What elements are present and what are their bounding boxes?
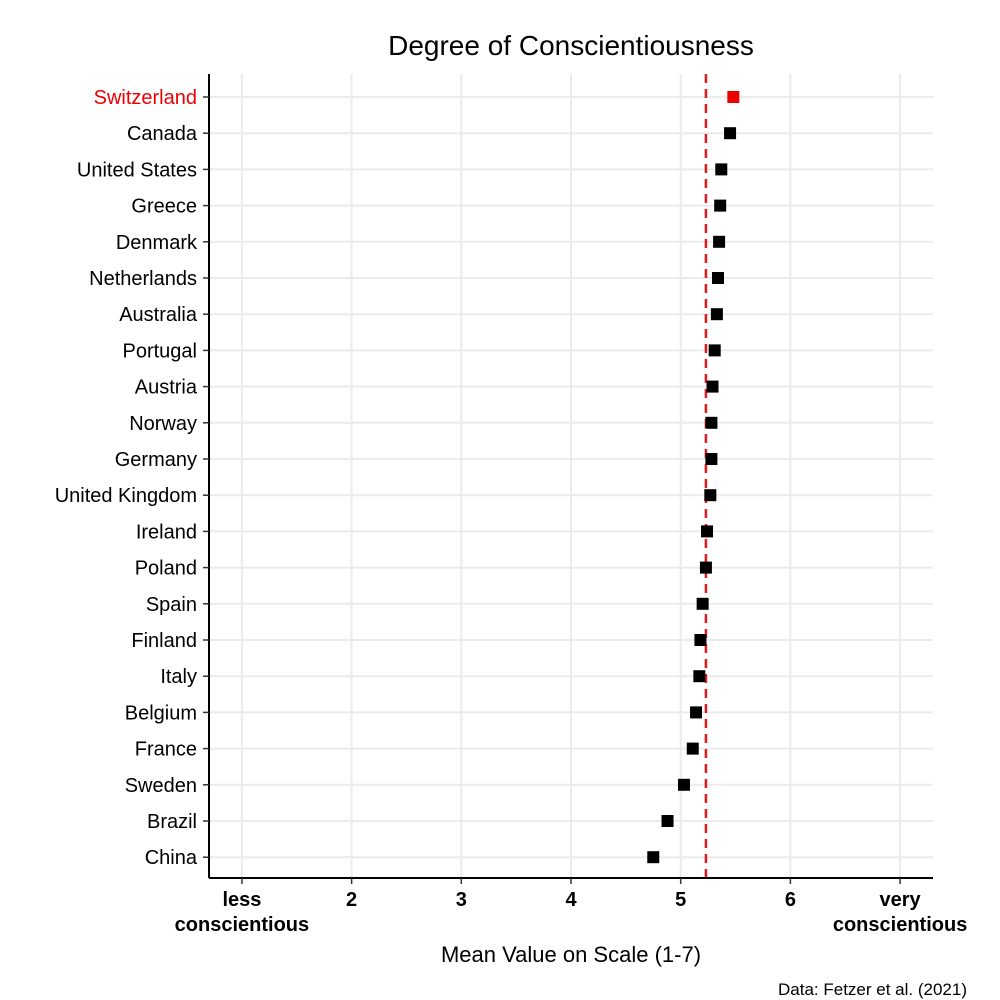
points-layer: [647, 91, 740, 864]
country-label: Italy: [160, 666, 197, 688]
data-point: [706, 380, 719, 393]
country-label: Austria: [135, 377, 198, 399]
country-label: China: [145, 847, 198, 869]
country-label: France: [135, 739, 197, 761]
data-source-caption: Data: Fetzer et al. (2021): [778, 980, 967, 999]
data-point: [686, 742, 699, 755]
y-gridlines: [209, 96, 933, 859]
data-point: [699, 561, 712, 574]
x-tick-label-line: 6: [785, 889, 796, 911]
country-label: Finland: [131, 630, 197, 652]
country-label: Ireland: [136, 521, 197, 543]
country-label: Portugal: [123, 340, 198, 362]
x-tick-label-line: conscientious: [175, 914, 309, 936]
country-label: United Kingdom: [55, 485, 197, 507]
data-point: [705, 416, 718, 429]
data-point: [693, 670, 706, 683]
country-label: United States: [77, 159, 197, 181]
data-point: [711, 272, 724, 284]
x-axis-ticks: less conscientious 2 3 4 5 6 very conscientious: [175, 878, 967, 936]
data-point: [704, 489, 717, 502]
country-label: Greece: [131, 196, 197, 218]
data-point: [724, 127, 737, 140]
data-point: [715, 163, 728, 176]
country-label: Spain: [146, 594, 197, 616]
country-label: Norway: [129, 413, 197, 435]
x-tick-label-line: 4: [565, 889, 577, 911]
data-point: [647, 851, 660, 864]
x-axis-label: Mean Value on Scale (1-7): [441, 942, 701, 967]
data-point: [696, 597, 709, 610]
country-label: Australia: [119, 304, 198, 326]
country-label: Belgium: [125, 702, 197, 724]
x-tick-label-line: conscientious: [833, 914, 967, 936]
x-tick-label: very conscientious: [833, 889, 967, 936]
x-tick-label-line: very: [880, 889, 922, 911]
x-tick-label-line: 5: [675, 889, 686, 911]
x-tick-label: 3: [456, 889, 467, 911]
country-label: Netherlands: [89, 268, 197, 290]
data-point: [708, 344, 721, 357]
country-label: Brazil: [147, 811, 197, 833]
data-point: [690, 706, 703, 719]
x-tick-label: 2: [346, 889, 357, 911]
x-gridlines: [240, 74, 902, 878]
data-point: [677, 778, 690, 791]
x-tick-label-line: 2: [346, 889, 357, 911]
x-tick-label: 6: [785, 889, 796, 911]
country-label: Poland: [135, 558, 197, 580]
country-label: Switzerland: [94, 87, 197, 109]
x-tick-label: 5: [675, 889, 686, 911]
highlighted-point: [727, 91, 740, 103]
x-tick-label-line: 3: [456, 889, 467, 911]
data-point: [701, 525, 714, 538]
data-point: [710, 308, 723, 321]
data-point: [694, 634, 707, 646]
data-point: [705, 453, 718, 465]
x-tick-label: less conscientious: [175, 889, 309, 936]
data-point: [713, 235, 726, 248]
country-label: Sweden: [125, 775, 197, 797]
data-point: [661, 815, 674, 827]
country-label: Denmark: [116, 232, 198, 254]
x-tick-label-line: less: [222, 889, 261, 911]
chart-title: Degree of Conscientiousness: [388, 30, 754, 61]
data-point: [714, 199, 727, 212]
x-tick-label: 4: [565, 889, 577, 911]
country-label: Canada: [127, 123, 198, 145]
y-axis-labels: Switzerland Canada United States Greece Denm…: [55, 87, 209, 869]
country-label: Germany: [115, 449, 197, 471]
